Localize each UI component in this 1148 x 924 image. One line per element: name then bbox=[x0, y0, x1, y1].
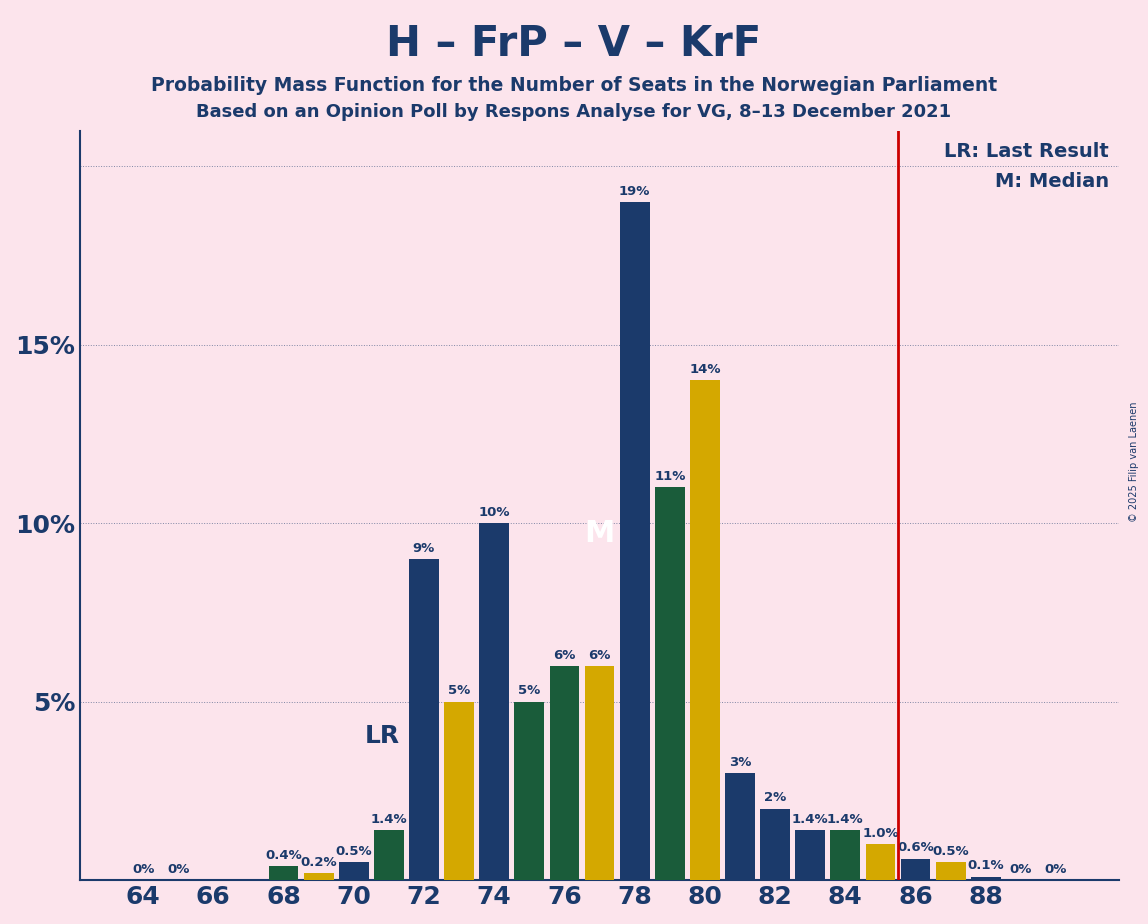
Bar bbox=[269, 866, 298, 881]
Text: 1.4%: 1.4% bbox=[792, 813, 829, 826]
Text: 1.4%: 1.4% bbox=[827, 813, 863, 826]
Bar bbox=[690, 381, 720, 881]
Text: H – FrP – V – KrF: H – FrP – V – KrF bbox=[387, 23, 761, 65]
Bar bbox=[620, 202, 650, 881]
Bar bbox=[409, 559, 439, 881]
Text: 9%: 9% bbox=[413, 541, 435, 554]
Bar bbox=[760, 808, 790, 881]
Text: 5%: 5% bbox=[448, 685, 471, 698]
Text: 0.2%: 0.2% bbox=[301, 856, 338, 869]
Text: 6%: 6% bbox=[589, 649, 611, 662]
Bar bbox=[726, 773, 755, 881]
Text: M: M bbox=[584, 519, 614, 548]
Text: M: Median: M: Median bbox=[994, 172, 1109, 190]
Text: LR: LR bbox=[364, 724, 400, 748]
Bar bbox=[866, 845, 895, 881]
Text: LR: Last Result: LR: Last Result bbox=[944, 141, 1109, 161]
Bar bbox=[936, 862, 965, 881]
Bar bbox=[830, 830, 860, 881]
Text: 14%: 14% bbox=[689, 363, 721, 376]
Text: 0.4%: 0.4% bbox=[265, 848, 302, 861]
Text: © 2025 Filip van Laenen: © 2025 Filip van Laenen bbox=[1130, 402, 1139, 522]
Bar bbox=[901, 858, 931, 881]
Text: 0.1%: 0.1% bbox=[968, 859, 1004, 872]
Text: 0%: 0% bbox=[1045, 863, 1068, 876]
Bar bbox=[971, 877, 1001, 881]
Bar bbox=[304, 873, 334, 881]
Text: 1.4%: 1.4% bbox=[371, 813, 408, 826]
Text: 11%: 11% bbox=[654, 470, 685, 483]
Text: 6%: 6% bbox=[553, 649, 575, 662]
Bar bbox=[654, 488, 684, 881]
Text: 19%: 19% bbox=[619, 185, 651, 198]
Text: Probability Mass Function for the Number of Seats in the Norwegian Parliament: Probability Mass Function for the Number… bbox=[150, 76, 998, 95]
Text: 3%: 3% bbox=[729, 756, 751, 769]
Text: 0%: 0% bbox=[166, 863, 189, 876]
Text: 10%: 10% bbox=[479, 505, 510, 519]
Bar bbox=[514, 701, 544, 881]
Text: 0.5%: 0.5% bbox=[335, 845, 372, 858]
Bar bbox=[584, 666, 614, 881]
Text: 0.6%: 0.6% bbox=[898, 842, 934, 855]
Text: 0%: 0% bbox=[1010, 863, 1032, 876]
Bar bbox=[796, 830, 825, 881]
Text: 2%: 2% bbox=[763, 792, 786, 805]
Bar bbox=[339, 862, 369, 881]
Bar bbox=[479, 523, 509, 881]
Text: 0.5%: 0.5% bbox=[932, 845, 969, 858]
Text: 0%: 0% bbox=[132, 863, 154, 876]
Text: 1.0%: 1.0% bbox=[862, 827, 899, 840]
Bar bbox=[550, 666, 580, 881]
Bar bbox=[444, 701, 474, 881]
Text: 5%: 5% bbox=[518, 685, 541, 698]
Text: Based on an Opinion Poll by Respons Analyse for VG, 8–13 December 2021: Based on an Opinion Poll by Respons Anal… bbox=[196, 103, 952, 121]
Bar bbox=[374, 830, 404, 881]
